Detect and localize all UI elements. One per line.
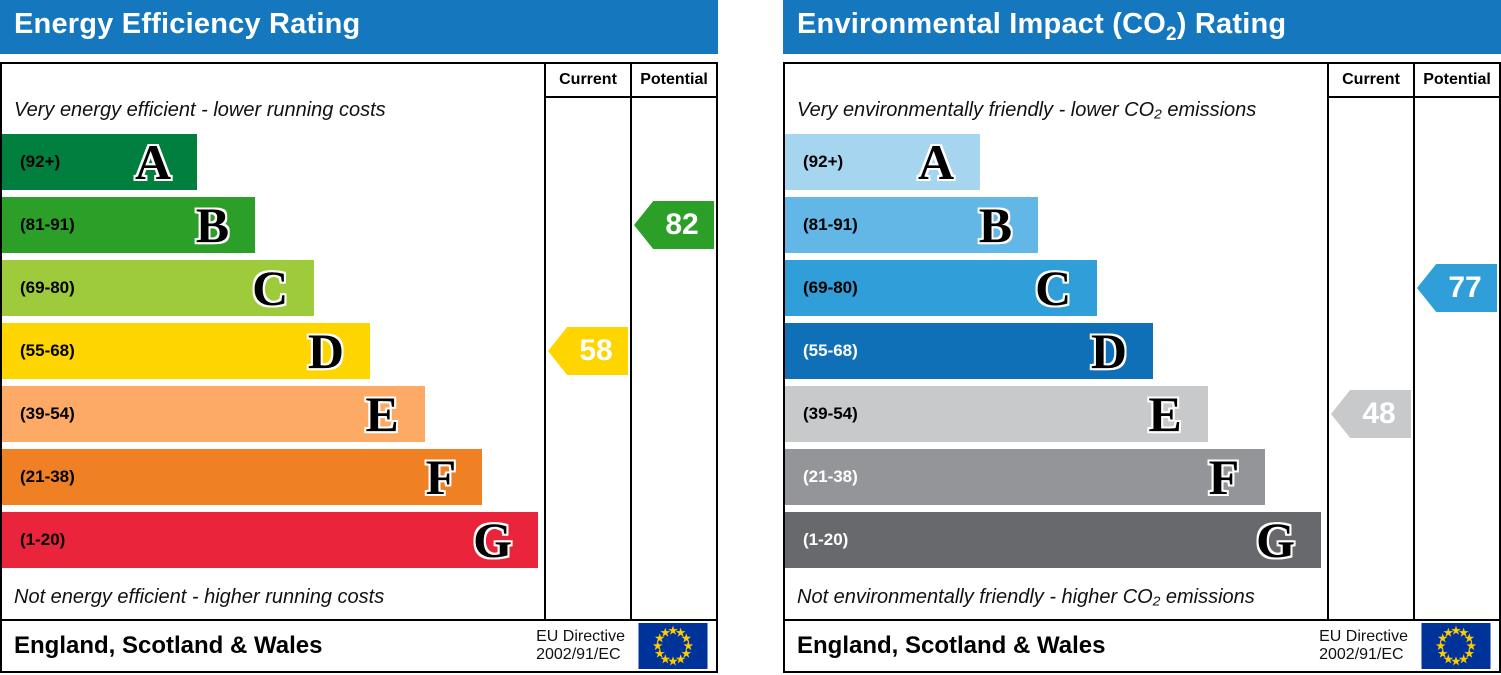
band-c: (69-80) C [2,260,315,316]
potential-column: Potential 77 [1413,64,1499,619]
band-b: (81-91) B [785,197,1039,253]
band-range-label: (39-54) [20,404,75,423]
band-range-label: (21-38) [20,467,75,486]
band-range-label: (92+) [803,152,844,171]
band-b: (81-91) B [2,197,256,253]
environmental-impact-panel: Environmental Impact (CO2) Rating Very e… [783,0,1501,673]
band-letter: B [978,197,1013,253]
band-letter: G [1256,512,1296,568]
band-c: (69-80) C [785,260,1098,316]
rating-chart: Very energy efficient - lower running co… [0,62,718,673]
band-a: (92+) A [785,134,981,190]
current-column: Current 58 [544,64,630,619]
potential-rating-arrow: 77 [1417,264,1497,312]
top-caption: Very environmentally friendly - lower CO… [797,99,1257,121]
chart-body: Very energy efficient - lower running co… [2,64,716,619]
panel-header: Energy Efficiency Rating [0,0,718,54]
energy-efficiency-panel: Energy Efficiency Rating Very energy eff… [0,0,718,673]
band-letter: G [473,512,513,568]
band-letter: C [1035,260,1072,316]
band-range-label: (69-80) [803,278,858,297]
band-d: (55-68) D [785,323,1154,379]
band-e: (39-54) E [785,386,1208,442]
band-range-label: (92+) [20,152,61,171]
band-letter: B [195,197,230,253]
page-title: Energy Efficiency Rating [14,8,361,41]
eu-directive-label: EU Directive 2002/91/EC [1319,627,1408,663]
rating-chart: Very environmentally friendly - lower CO… [783,62,1501,673]
band-range-label: (39-54) [803,404,858,423]
current-column: Current 48 [1327,64,1413,619]
eu-flag-icon [638,623,708,669]
top-caption: Very energy efficient - lower running co… [14,99,386,121]
panel-header: Environmental Impact (CO2) Rating [783,0,1501,54]
band-f: (21-38) F [785,449,1266,505]
band-range-label: (81-91) [20,215,75,234]
band-g: (1-20) G [2,512,539,568]
potential-column-header: Potential [632,64,716,98]
potential-column-header: Potential [1415,64,1499,98]
band-range-label: (1-20) [803,530,849,549]
chart-footer: England, Scotland & Wales EU Directive 2… [785,619,1499,671]
band-range-label: (55-68) [803,341,858,360]
eu-directive-label: EU Directive 2002/91/EC [536,627,625,663]
band-letter: C [252,260,289,316]
band-letter: D [307,323,345,379]
potential-column: Potential 82 [630,64,716,619]
band-range-label: (1-20) [20,530,66,549]
band-d: (55-68) D [2,323,371,379]
band-g: (1-20) G [785,512,1322,568]
chart-footer: England, Scotland & Wales EU Directive 2… [2,619,716,671]
band-letter: F [1208,449,1240,505]
chart-body: Very environmentally friendly - lower CO… [785,64,1499,619]
region-label: England, Scotland & Wales [14,632,323,659]
potential-rating-arrow: 82 [634,201,714,249]
current-column-header: Current [546,64,630,98]
eu-flag-icon [1421,623,1491,669]
band-a: (92+) A [2,134,198,190]
region-label: England, Scotland & Wales [797,632,1106,659]
band-range-label: (69-80) [20,278,75,297]
bottom-caption: Not environmentally friendly - higher CO… [797,585,1255,608]
bands: (92+) A (81-91) B (69-80) C (55-68) D (39-54) E (2… [785,134,1327,575]
band-range-label: (55-68) [20,341,75,360]
bottom-caption: Not energy efficient - higher running co… [14,585,385,608]
current-rating-arrow: 48 [1331,390,1411,438]
band-e: (39-54) E [2,386,425,442]
band-f: (21-38) F [2,449,483,505]
band-letter: E [1148,386,1182,442]
current-column-header: Current [1329,64,1413,98]
band-letter: A [135,134,172,190]
band-letter: D [1090,323,1128,379]
band-range-label: (21-38) [803,467,858,486]
page-title: Environmental Impact (CO2) Rating [797,8,1287,45]
band-letter: A [918,134,955,190]
current-rating-arrow: 58 [548,327,628,375]
bands-zone: Very environmentally friendly - lower CO… [785,64,1327,619]
bands: (92+) A (81-91) B (69-80) C (55-68) D (39-54) E (2… [2,134,544,575]
band-range-label: (81-91) [803,215,858,234]
band-letter: E [365,386,399,442]
band-letter: F [425,449,457,505]
bands-zone: Very energy efficient - lower running co… [2,64,544,619]
